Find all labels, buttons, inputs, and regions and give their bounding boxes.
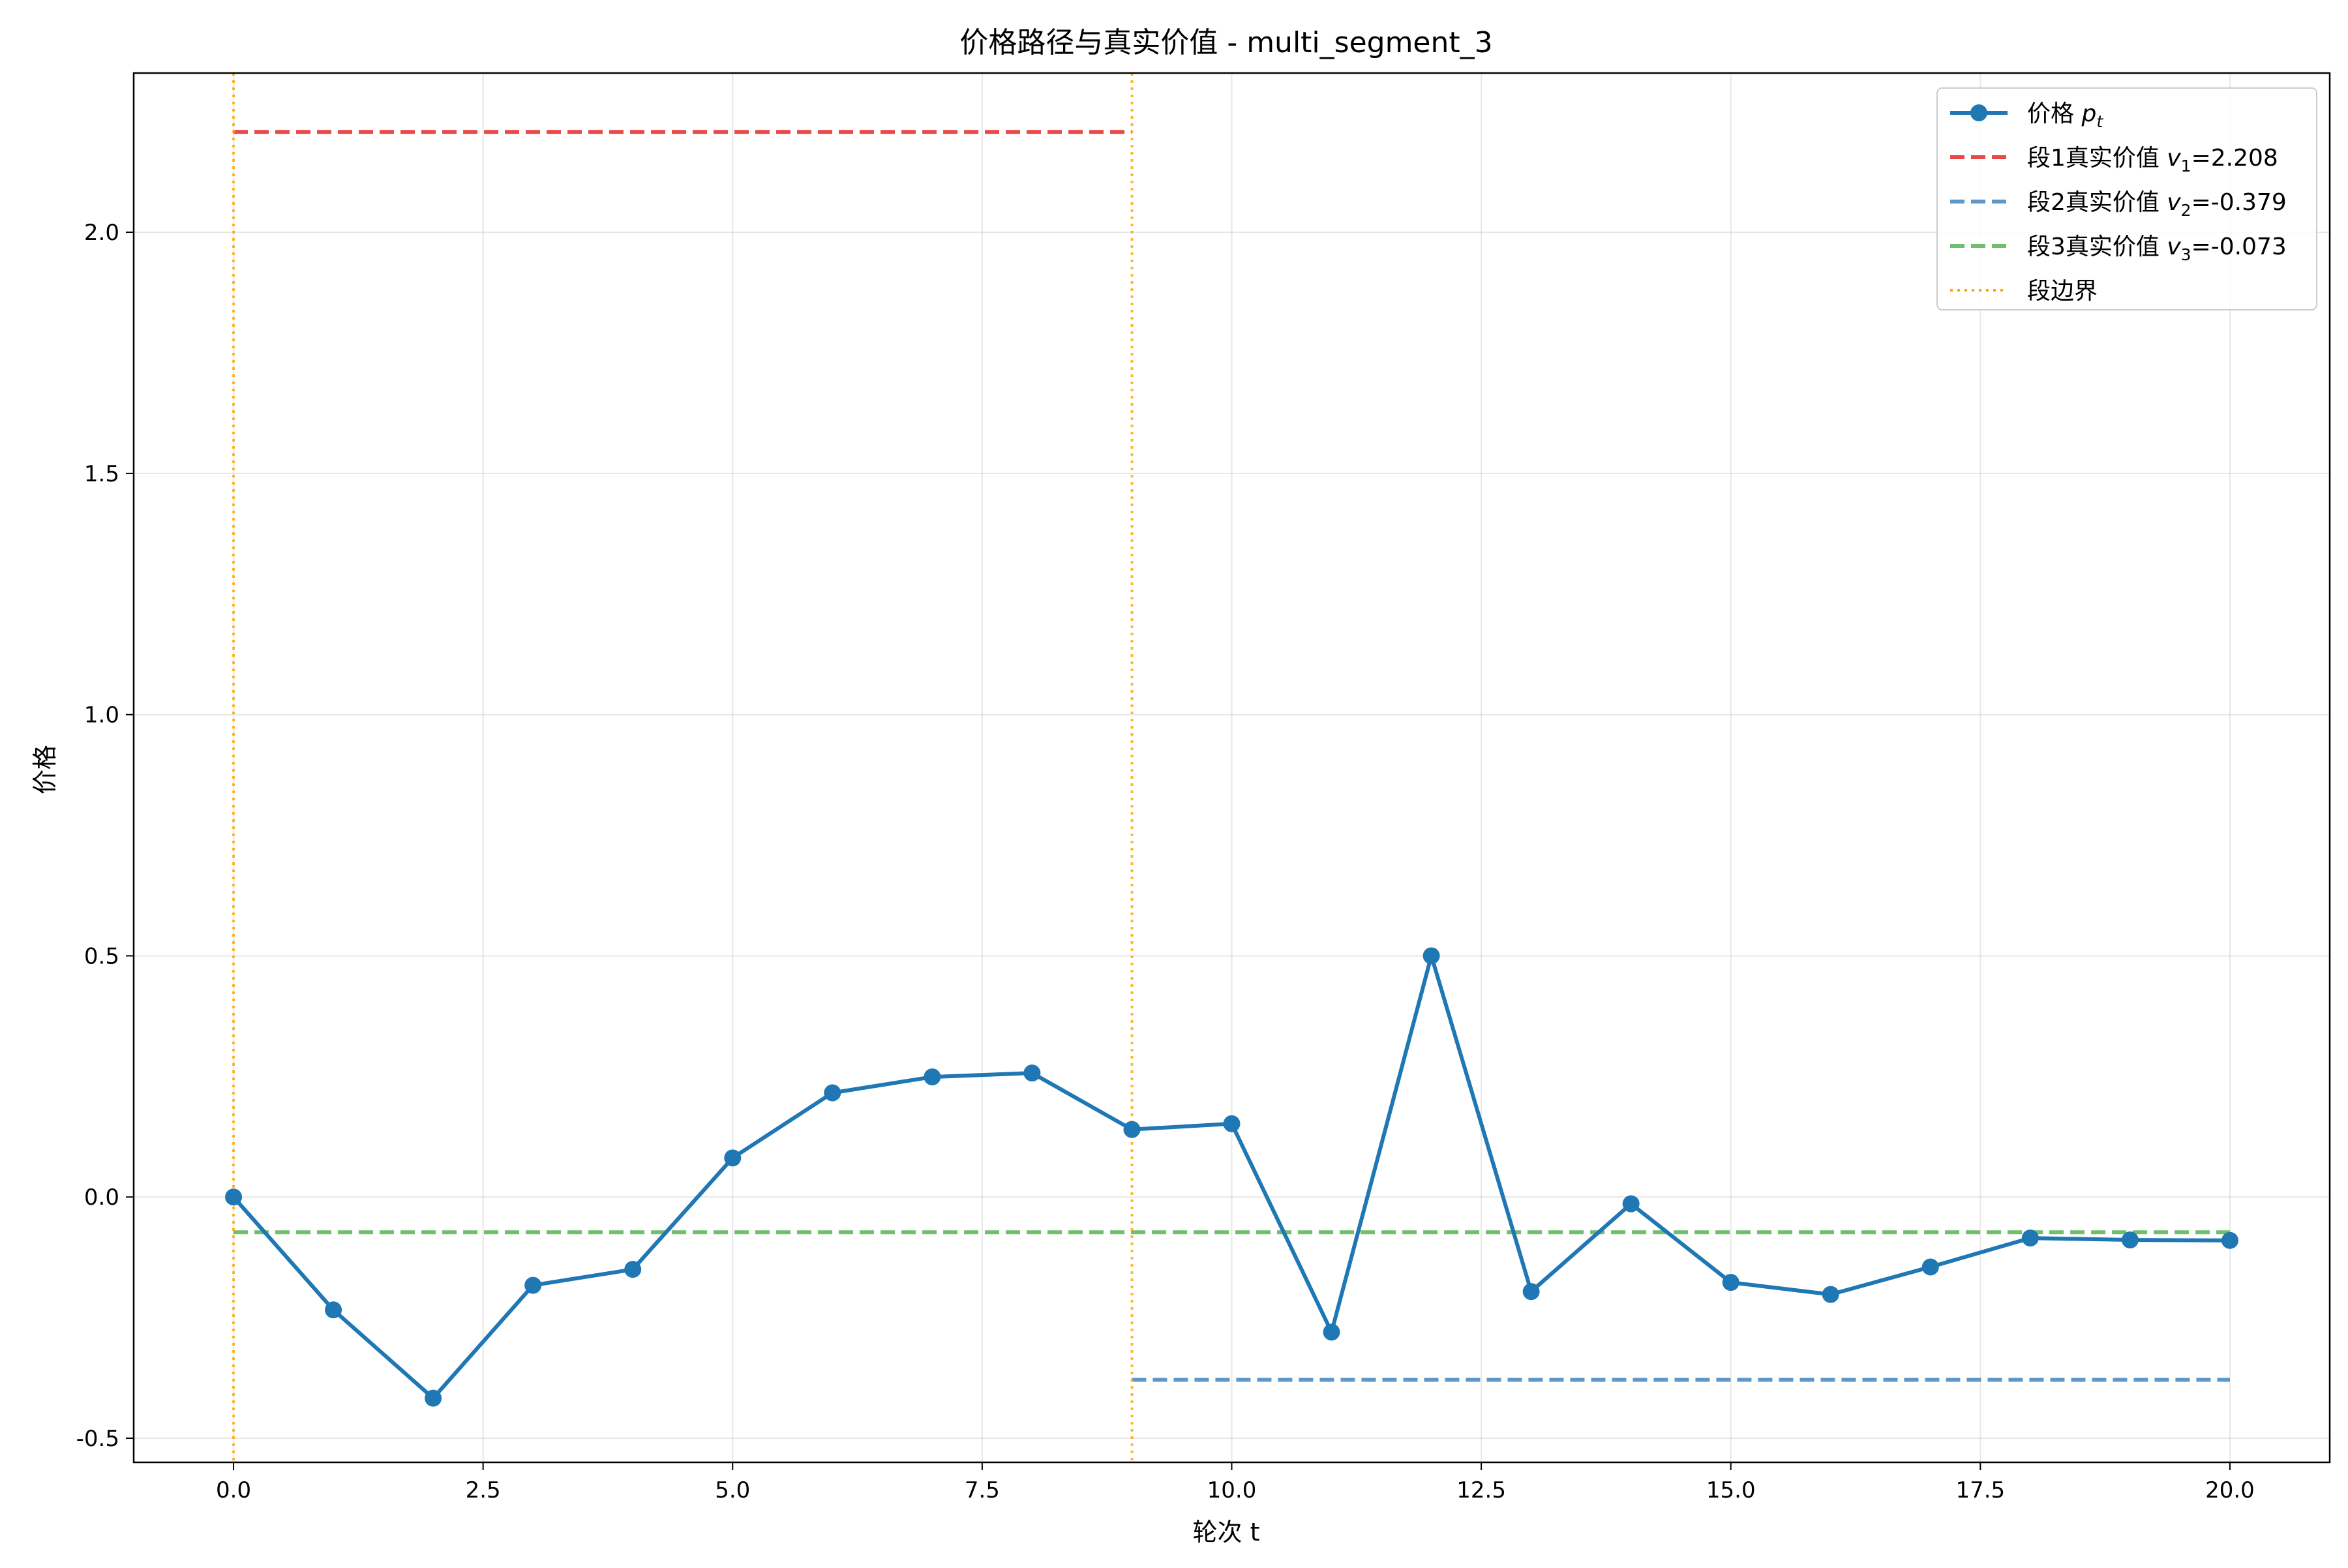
price-point (1223, 1115, 1241, 1132)
legend-label: 段边界 (2027, 278, 2098, 305)
x-tick-label: 2.5 (466, 1477, 501, 1503)
x-tick-label: 17.5 (1955, 1477, 2005, 1503)
legend-swatch-marker (1970, 104, 1987, 121)
price-point (1921, 1258, 1939, 1276)
price-point (425, 1389, 442, 1407)
y-axis-label: 价格 (31, 745, 59, 794)
y-tick-label: -0.5 (76, 1426, 119, 1452)
x-tick-label: 12.5 (1456, 1477, 1506, 1503)
x-tick-label: 0.0 (216, 1477, 251, 1503)
x-tick-label: 10.0 (1207, 1477, 1257, 1503)
y-tick-label: 1.5 (84, 461, 119, 487)
y-tick-label: 0.0 (84, 1184, 119, 1211)
price-point (1822, 1286, 1839, 1303)
legend-label: 段1真实价值 v1=2.208 (2027, 145, 2278, 175)
price-point (624, 1261, 642, 1278)
x-tick-label: 7.5 (965, 1477, 1000, 1503)
price-point (1722, 1274, 1739, 1291)
legend-box (1936, 87, 2317, 310)
x-tick-label: 15.0 (1706, 1477, 1756, 1503)
legend-label: 段2真实价值 v2=-0.379 (2027, 189, 2287, 220)
x-axis-label: 轮次 t (1193, 1518, 1260, 1546)
price-point (1522, 1283, 1540, 1301)
price-point (1622, 1195, 1640, 1213)
price-point (524, 1276, 542, 1294)
price-point (1123, 1121, 1141, 1138)
tick-layer: 0.0 2.5 5.0 7.5 10.0 12.5 15.0 17.5 20.0 -0.5 0.0 0… (76, 220, 2255, 1503)
x-tick-label: 5.0 (715, 1477, 750, 1503)
y-tick-label: 1.0 (84, 702, 119, 729)
price-point (2121, 1231, 2139, 1249)
legend: 价格 pt 段1真实价值 v1=2.208 段2真实价值 v2=-0.379 段3真实… (1936, 87, 2317, 310)
price-point (1323, 1323, 1340, 1341)
price-point (924, 1068, 941, 1086)
y-tick-label: 0.5 (84, 943, 119, 969)
chart-title: 价格路径与真实价值 - multi_segment_3 (959, 26, 1492, 59)
price-point (1422, 947, 1440, 965)
price-point (2021, 1229, 2039, 1247)
x-tick-label: 20.0 (2205, 1477, 2255, 1503)
price-point (2221, 1231, 2238, 1249)
price-point (824, 1084, 841, 1102)
price-point (325, 1301, 342, 1319)
legend-label: 段3真实价值 v3=-0.073 (2027, 234, 2287, 264)
price-point (1023, 1064, 1041, 1082)
y-tick-label: 2.0 (84, 220, 119, 246)
legend-label: 价格 pt (2027, 100, 2103, 131)
price-point (225, 1188, 243, 1206)
plot-layer (225, 73, 2238, 1462)
price-point (724, 1149, 742, 1167)
